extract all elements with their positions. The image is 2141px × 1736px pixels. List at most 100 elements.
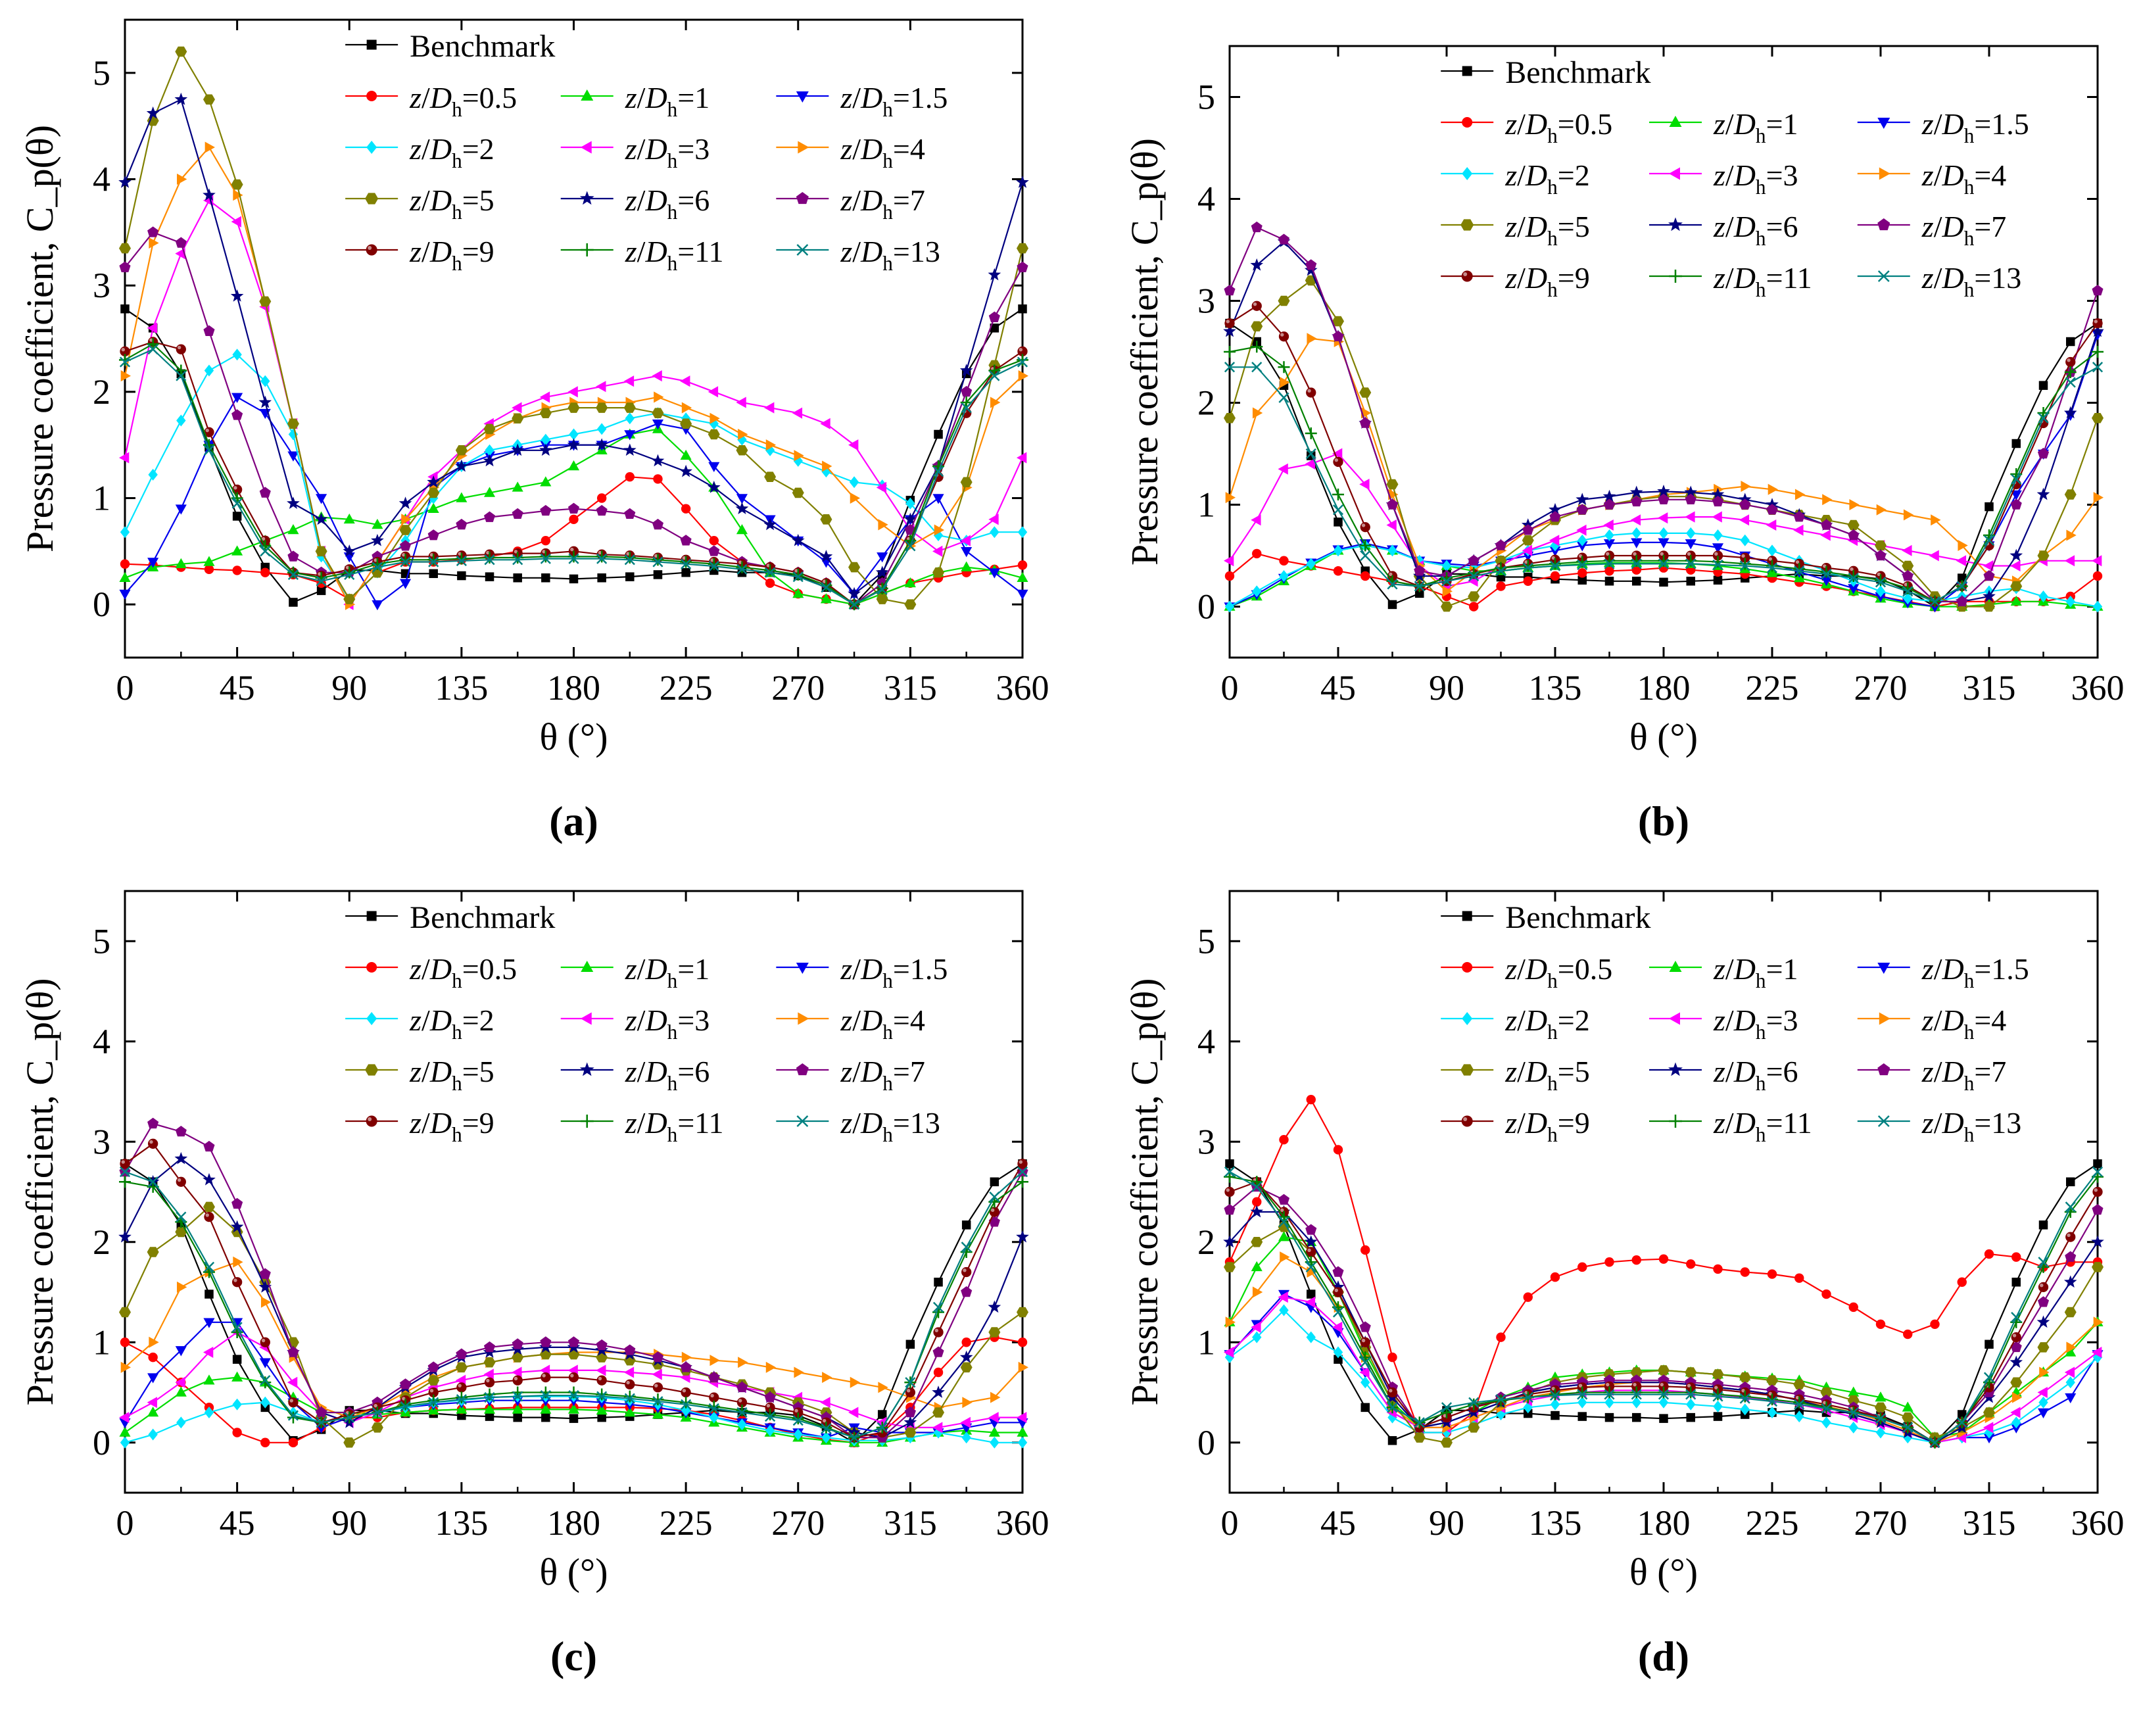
- legend-marker-shape: [1879, 167, 1890, 180]
- data-point: [1793, 563, 1806, 575]
- data-point-highlight: [1606, 552, 1610, 556]
- legend-marker-shape: [1461, 270, 1473, 282]
- data-point-shape: [961, 1242, 972, 1253]
- data-point: [147, 558, 159, 568]
- data-point: [597, 1412, 606, 1422]
- data-point: [485, 572, 494, 581]
- data-point: [820, 1397, 830, 1409]
- legend-marker: [1462, 167, 1473, 180]
- data-point-shape: [1847, 570, 1860, 582]
- data-point-shape: [372, 518, 383, 529]
- data-point-shape: [2093, 492, 2104, 504]
- data-point-shape: [512, 554, 523, 566]
- data-point: [2037, 448, 2050, 459]
- data-point: [1224, 1203, 1236, 1215]
- data-point: [1849, 498, 1860, 511]
- data-point-shape: [119, 1166, 131, 1178]
- data-point-highlight: [794, 569, 798, 573]
- data-point-shape: [764, 402, 775, 414]
- data-point: [119, 356, 131, 368]
- data-point-highlight: [823, 1418, 827, 1423]
- data-point: [680, 556, 692, 568]
- data-point: [959, 1350, 973, 1363]
- data-point: [2010, 1341, 2022, 1353]
- data-point-shape: [231, 1197, 243, 1209]
- data-point: [512, 1352, 524, 1362]
- data-point: [1686, 527, 1696, 539]
- data-point-shape: [119, 571, 131, 583]
- data-point: [232, 1398, 242, 1410]
- data-point-shape: [1017, 243, 1028, 254]
- data-point-shape: [1902, 544, 1912, 556]
- data-point: [903, 512, 917, 525]
- data-point-shape: [1017, 589, 1028, 600]
- data-point: [401, 514, 412, 525]
- data-point-shape: [709, 535, 719, 546]
- data-point-shape: [1252, 407, 1263, 419]
- data-point: [1659, 577, 1668, 587]
- data-point: [2064, 366, 2077, 378]
- data-point-shape: [148, 468, 158, 481]
- data-point: [990, 324, 999, 333]
- data-point-shape: [1685, 511, 1695, 523]
- data-point-shape: [1017, 356, 1028, 368]
- data-point-highlight: [1823, 564, 1827, 568]
- data-point: [1686, 1259, 1696, 1269]
- data-point: [372, 1407, 383, 1418]
- data-point: [429, 492, 439, 504]
- x-tick-label: 315: [1963, 668, 2016, 708]
- data-point: [681, 1351, 692, 1363]
- legend-marker-shape: [796, 91, 809, 103]
- legend-marker-shape: [366, 244, 377, 256]
- data-point-shape: [708, 429, 720, 440]
- data-point-shape: [624, 508, 636, 519]
- data-point: [204, 564, 214, 575]
- data-point-shape: [2066, 337, 2075, 347]
- data-point-shape: [1251, 1321, 1261, 1333]
- data-point-shape: [904, 577, 916, 588]
- data-point-shape: [932, 1346, 944, 1357]
- data-point: [932, 1386, 945, 1398]
- data-point-shape: [259, 487, 271, 498]
- series-z5: [119, 46, 1028, 610]
- data-point: [2092, 285, 2104, 296]
- data-point: [1576, 524, 1587, 536]
- data-point-shape: [231, 1322, 243, 1333]
- data-point-highlight: [1307, 1248, 1311, 1252]
- y-axis-label: Pressure coefficient, C_p(θ): [1123, 978, 1166, 1405]
- data-point: [1685, 493, 1696, 505]
- data-point-highlight: [1768, 557, 1772, 561]
- data-point-shape: [539, 443, 552, 456]
- data-point-shape: [456, 1382, 467, 1393]
- data-point: [1685, 511, 1695, 523]
- data-point-shape: [1224, 571, 1235, 581]
- data-point-shape: [623, 443, 637, 456]
- data-point-shape: [1495, 555, 1507, 566]
- data-point-shape: [1468, 554, 1479, 566]
- data-point-shape: [147, 226, 159, 237]
- data-point: [567, 460, 580, 471]
- data-point-shape: [2037, 1342, 2050, 1353]
- x-tick-label: 225: [660, 1503, 713, 1543]
- data-point: [541, 573, 550, 583]
- data-point: [1658, 1386, 1670, 1399]
- data-point-shape: [1522, 560, 1534, 572]
- data-point-shape: [708, 558, 720, 570]
- data-point-shape: [1305, 1224, 1317, 1235]
- data-point: [1250, 258, 1264, 271]
- legend-label: z/Dh=13: [1921, 261, 2022, 301]
- data-point: [203, 1318, 215, 1328]
- data-point-highlight: [402, 553, 406, 557]
- data-point: [708, 462, 720, 472]
- data-point-shape: [569, 514, 579, 525]
- legend-marker: [1669, 270, 1682, 283]
- panel-label: (d): [1638, 1633, 1689, 1679]
- data-point-shape: [1251, 514, 1261, 526]
- data-point: [1875, 540, 1887, 551]
- data-point-shape: [176, 344, 186, 354]
- legend-marker-shape: [1461, 1115, 1473, 1127]
- data-point: [343, 544, 356, 557]
- x-tick-label: 90: [1429, 668, 1464, 708]
- data-point: [1386, 479, 1399, 490]
- data-point-shape: [623, 375, 635, 387]
